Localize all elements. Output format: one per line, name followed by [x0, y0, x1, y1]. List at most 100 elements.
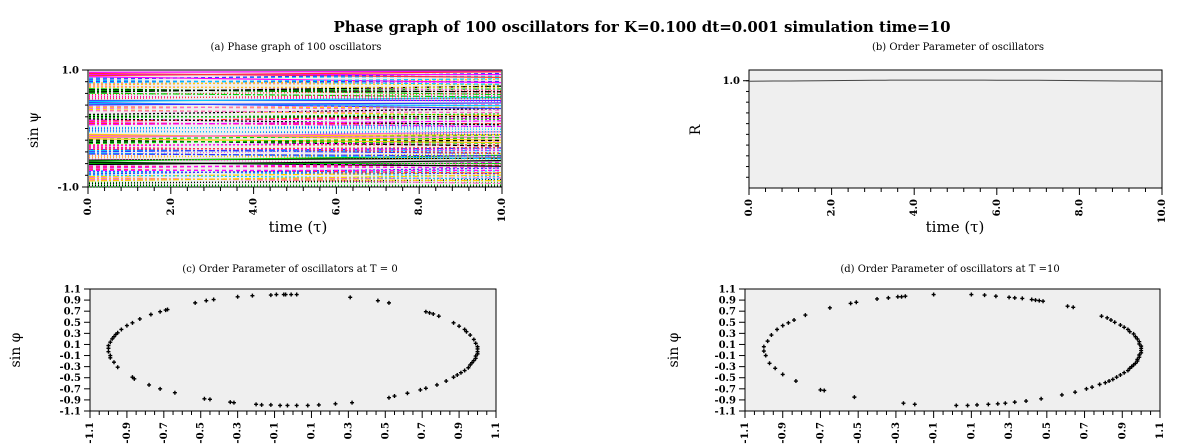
phase-series-line: [88, 78, 502, 84]
phase-series-line: [88, 154, 502, 162]
scatter-point: [294, 403, 299, 408]
scatter-point: [158, 386, 163, 391]
scatter-point: [1127, 329, 1132, 334]
x-tick-label: -1.1: [85, 422, 96, 444]
y-tick-label: -0.7: [59, 384, 81, 395]
x-tick-label: 10.0: [1157, 199, 1168, 223]
scatter-point: [899, 294, 904, 299]
y-tick-label: 0.7: [719, 307, 736, 318]
phase-series-line: [88, 131, 502, 139]
panel-d-y-ticks: 1.10.90.70.50.30.1-0.1-0.3-0.5-0.7-0.9-1…: [714, 285, 745, 418]
scatter-point: [1065, 304, 1070, 309]
scatter-point: [773, 366, 778, 371]
scatter-point: [163, 308, 168, 313]
phase-series-line: [88, 174, 502, 180]
scatter-point: [130, 320, 135, 325]
scatter-point: [763, 353, 768, 358]
scatter-point: [207, 397, 212, 402]
scatter-point: [1125, 327, 1130, 332]
scatter-point: [1131, 331, 1136, 336]
scatter-point: [1133, 361, 1138, 366]
y-tick-label: 0.5: [719, 318, 736, 329]
scatter-point: [1137, 352, 1142, 357]
y-tick-label: 0.3: [719, 329, 736, 340]
scatter-point: [294, 292, 299, 297]
x-tick-label: -0.7: [815, 422, 826, 444]
phase-series-line: [88, 159, 502, 166]
x-tick-label: 1.1: [491, 422, 502, 439]
scatter-point: [457, 324, 462, 329]
scatter-point: [1097, 382, 1102, 387]
phase-series-line: [88, 92, 502, 98]
scatter-point: [350, 400, 355, 405]
x-tick-label: -0.7: [159, 422, 170, 444]
scatter-point: [1012, 400, 1017, 405]
scatter-point: [254, 402, 259, 407]
scatter-point: [427, 310, 432, 315]
panel-d: (d) Order Parameter of oscillators at T …: [666, 264, 1166, 444]
panel-c-y-ticks: 1.10.90.70.50.30.1-0.1-0.3-0.5-0.7-0.9-1…: [59, 285, 90, 418]
y-tick-label: -0.9: [59, 395, 81, 406]
y-tick-label: -1.1: [59, 407, 81, 418]
y-tick-label: 0.1: [719, 340, 736, 351]
y-tick-label: -1.1: [714, 407, 736, 418]
scatter-point: [1012, 295, 1017, 300]
panel-d-y-label: sin φ: [666, 332, 682, 367]
scatter-point: [278, 403, 283, 408]
scatter-point: [462, 327, 467, 332]
y-tick-label: 0.1: [64, 340, 81, 351]
y-tick-label: -0.1: [714, 351, 736, 362]
x-tick-label: -1.1: [740, 422, 751, 444]
scatter-point: [259, 402, 264, 407]
phase-series-line: [88, 85, 502, 93]
panel-d-x-ticks: -1.1 -0.9 -0.7 -0.5 -0.3 -0.1 0.1 0.3 0.5 0.7 0.9 1…: [740, 411, 1166, 444]
scatter-point: [975, 402, 980, 407]
phase-series-line: [88, 141, 502, 147]
scatter-point: [954, 403, 959, 408]
phase-series-line: [88, 167, 502, 175]
scatter-point: [274, 292, 279, 297]
y-tick-label: 1.0: [723, 76, 740, 87]
panel-a: (a) Phase graph of 100 oscillators 0.0 2.…: [26, 42, 508, 236]
scatter-point: [462, 368, 467, 373]
scatter-point: [316, 402, 321, 407]
y-tick-label: -0.5: [714, 373, 736, 384]
scatter-point: [1112, 320, 1117, 325]
x-tick-label: 6.0: [331, 198, 342, 215]
x-tick-label: 4.0: [249, 198, 260, 215]
scatter-point: [1037, 298, 1042, 303]
scatter-point: [982, 293, 987, 298]
panel-b-x-ticks: 0.0 2.0 4.0 6.0 8.0 10.0: [744, 188, 1168, 223]
scatter-point: [392, 394, 397, 399]
scatter-point: [423, 309, 428, 314]
x-tick-label: 0.0: [744, 199, 755, 216]
panel-c-plot-area: [89, 288, 497, 412]
panel-a-x-label: time (τ): [269, 218, 328, 236]
panel-a-title: (a) Phase graph of 100 oscillators: [211, 42, 382, 53]
scatter-point: [405, 391, 410, 396]
scatter-point: [386, 300, 391, 305]
y-tick-label: 0.3: [64, 329, 81, 340]
y-tick-label: -0.7: [714, 384, 736, 395]
scatter-point: [793, 379, 798, 384]
scatter-point: [468, 333, 473, 338]
y-tick-label: 1.0: [62, 66, 79, 77]
scatter-point: [1122, 370, 1127, 375]
scatter-point: [931, 292, 936, 297]
y-tick-label: -0.3: [714, 362, 736, 373]
x-tick-label: 0.9: [1117, 422, 1128, 439]
scatter-point: [444, 379, 449, 384]
panel-c-points-group: [106, 292, 480, 408]
panel-b-y-label: R: [688, 124, 704, 135]
scatter-point: [1118, 323, 1123, 328]
scatter-point: [1029, 297, 1034, 302]
scatter-point: [1033, 298, 1038, 303]
scatter-point: [818, 387, 823, 392]
panel-b-y-ticks: 1.0: [723, 76, 749, 178]
phase-series-line: [88, 153, 502, 157]
scatter-point: [333, 401, 338, 406]
panel-b-title: (b) Order Parameter of oscillators: [872, 42, 1044, 53]
figure-title: Phase graph of 100 oscillators for K=0.1…: [333, 18, 950, 36]
scatter-point: [471, 358, 476, 363]
y-tick-label: 0.5: [64, 318, 81, 329]
